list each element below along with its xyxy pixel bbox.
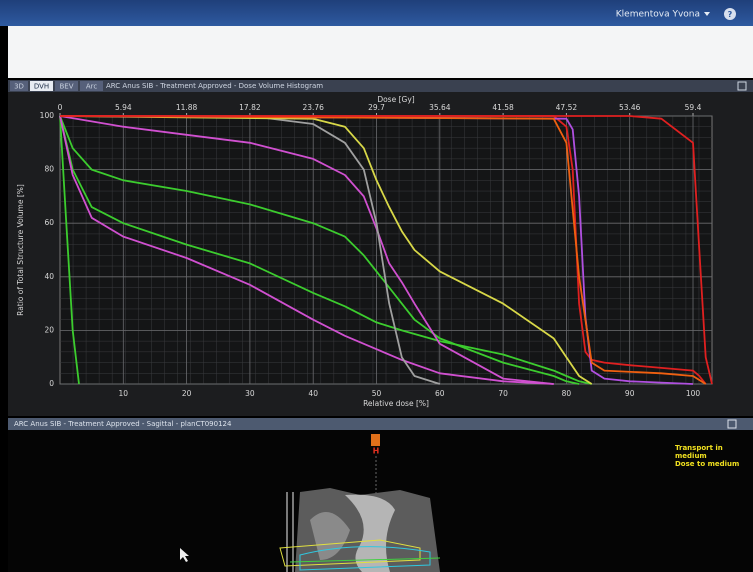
x-tick-label: 70: [498, 389, 508, 398]
orientation-marker: [371, 434, 380, 446]
user-name[interactable]: Klementova Yvona: [616, 10, 700, 20]
orientation-label: H: [373, 447, 380, 456]
panel-title: ARC Anus SIB - Treatment Approved - Dose…: [106, 82, 323, 90]
x2-tick-label: 35.64: [429, 103, 451, 112]
x2-axis-label: Dose [Gy]: [377, 95, 414, 104]
x-tick-label: 90: [625, 389, 635, 398]
x2-tick-label: 47.52: [556, 103, 578, 112]
x2-tick-label: 41.58: [492, 103, 514, 112]
x-tick-label: 40: [308, 389, 318, 398]
x-tick-label: 30: [245, 389, 255, 398]
lower-panel-title: ARC Anus SIB - Treatment Approved - Sagi…: [14, 420, 232, 428]
screen: Klementova Yvona ? 3D DVH BEV Arc ARC Anus …: [0, 0, 753, 572]
x-tick-label: 80: [562, 389, 572, 398]
y-tick-label: 0: [49, 379, 54, 388]
x2-tick-label: 59.4: [685, 103, 702, 112]
y-tick-label: 40: [44, 272, 54, 281]
tab-label[interactable]: DVH: [34, 83, 49, 91]
tab-label[interactable]: 3D: [14, 83, 24, 91]
x2-tick-label: 29.7: [368, 103, 385, 112]
x2-tick-label: 23.76: [302, 103, 324, 112]
x-tick-label: 60: [435, 389, 445, 398]
x2-tick-label: 0: [58, 103, 63, 112]
toolbar-area: [8, 26, 753, 78]
x2-tick-label: 11.88: [176, 103, 198, 112]
help-icon[interactable]: ?: [728, 10, 733, 19]
tab-label[interactable]: BEV: [59, 83, 73, 91]
tab-label[interactable]: Arc: [86, 83, 98, 91]
x2-tick-label: 53.46: [619, 103, 641, 112]
x2-tick-label: 5.94: [115, 103, 132, 112]
x2-tick-label: 17.82: [239, 103, 261, 112]
x-tick-label: 50: [372, 389, 382, 398]
x-tick-label: 20: [182, 389, 192, 398]
y-axis-label: Ratio of Total Structure Volume [%]: [16, 184, 25, 316]
y-tick-label: 80: [44, 165, 54, 174]
x-tick-label: 100: [686, 389, 701, 398]
overlay-note: Transport in: [675, 444, 723, 452]
y-tick-label: 100: [40, 111, 55, 120]
x-axis-label: Relative dose [%]: [363, 399, 429, 408]
x-tick-label: 10: [119, 389, 129, 398]
y-tick-label: 20: [44, 325, 54, 334]
overlay-note: Dose to medium: [675, 460, 739, 468]
y-tick-label: 60: [44, 218, 54, 227]
overlay-note: medium: [675, 452, 707, 460]
